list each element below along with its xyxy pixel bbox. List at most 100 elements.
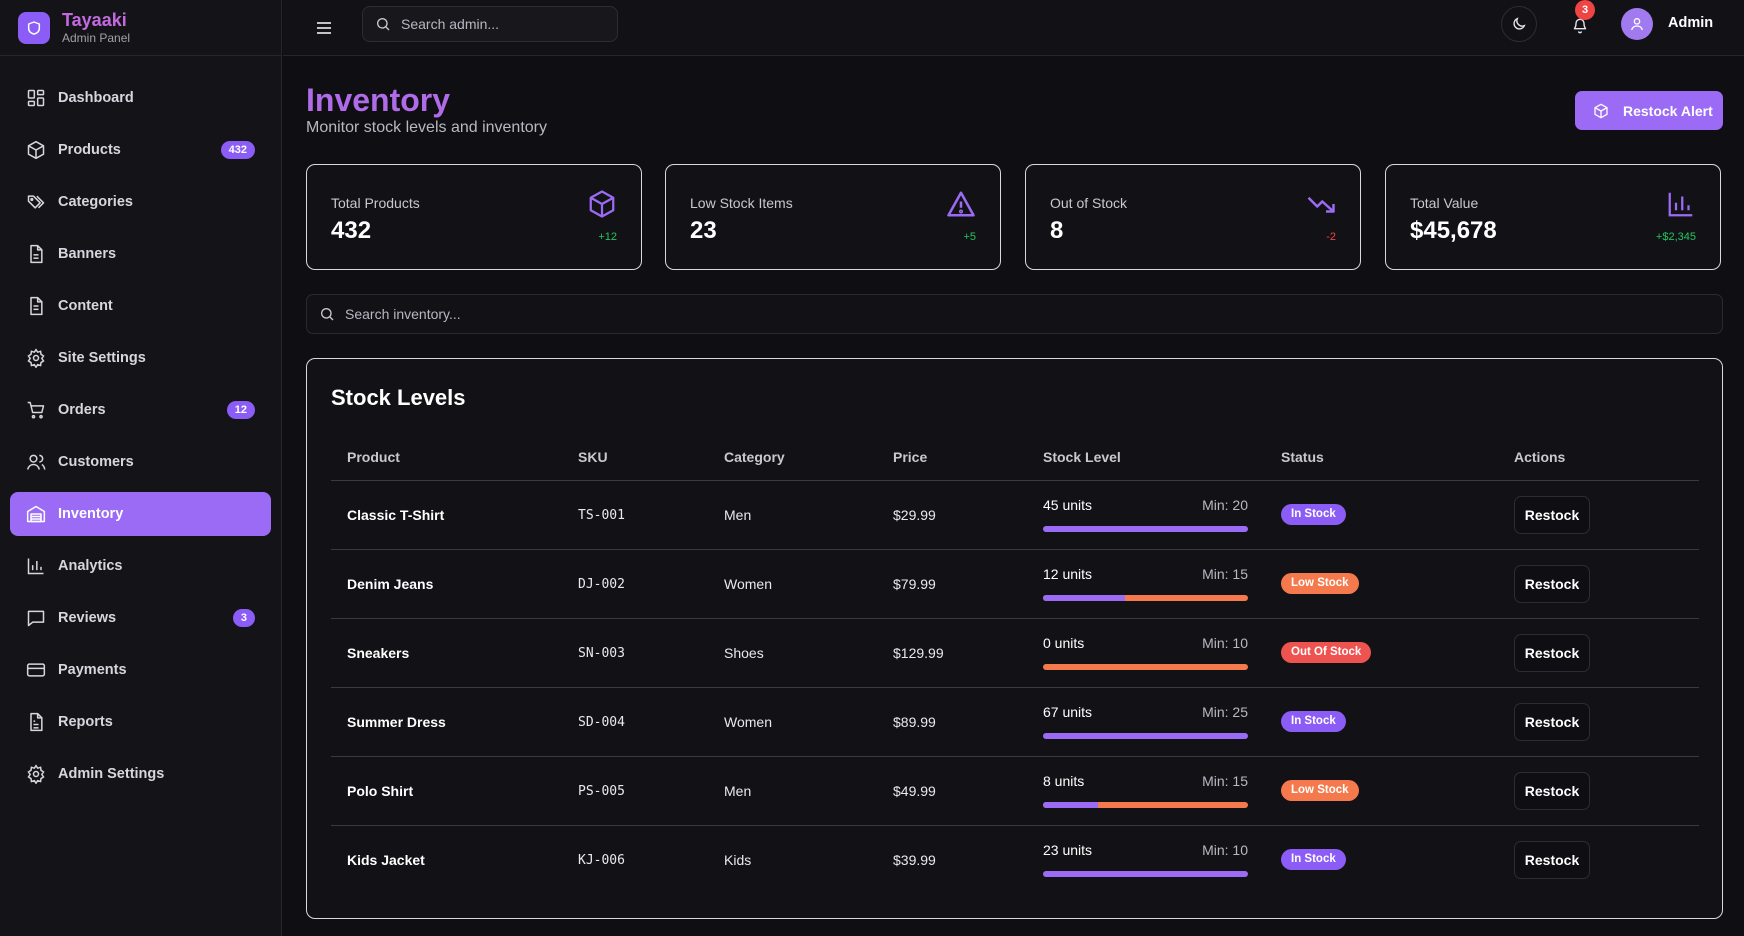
stock-units: 8 units bbox=[1043, 773, 1085, 789]
stock-level-fill bbox=[1043, 802, 1099, 808]
sidebar-item-admin-settings[interactable]: Admin Settings bbox=[10, 752, 271, 796]
stock-level-bar bbox=[1043, 526, 1248, 532]
bar-chart-icon bbox=[1666, 189, 1696, 219]
dashboard-icon bbox=[26, 88, 46, 108]
restock-button[interactable]: Restock bbox=[1514, 772, 1590, 810]
restock-button[interactable]: Restock bbox=[1514, 565, 1590, 603]
table-title: Stock Levels bbox=[331, 385, 466, 410]
sidebar: Tayaaki Admin Panel Dashboard Products 432… bbox=[0, 0, 282, 936]
credit-card-icon bbox=[26, 660, 46, 680]
sidebar-item-reports[interactable]: Reports bbox=[10, 700, 271, 744]
status-badge: Low Stock bbox=[1281, 573, 1359, 594]
stock-level-bar bbox=[1043, 871, 1248, 877]
price: $129.99 bbox=[893, 645, 944, 661]
sidebar-item-label: Reports bbox=[58, 714, 113, 730]
restock-alert-button[interactable]: Restock Alert bbox=[1575, 91, 1723, 130]
sidebar-item-banners[interactable]: Banners bbox=[10, 232, 271, 276]
column-header-stock-level: Stock Level bbox=[1043, 449, 1121, 465]
table-row: Classic T-Shirt TS-001 Men $29.99 45 units Mi… bbox=[331, 481, 1699, 550]
price: $29.99 bbox=[893, 507, 936, 523]
sidebar-item-dashboard[interactable]: Dashboard bbox=[10, 76, 271, 120]
sku: SD-004 bbox=[578, 715, 625, 730]
sidebar-item-payments[interactable]: Payments bbox=[10, 648, 271, 692]
sidebar-item-label: Categories bbox=[58, 194, 133, 210]
stock-min: Min: 10 bbox=[1202, 635, 1248, 651]
stock-min: Min: 15 bbox=[1202, 566, 1248, 582]
restock-alert-label: Restock Alert bbox=[1623, 102, 1713, 119]
menu-toggle-icon[interactable] bbox=[313, 17, 335, 39]
category: Men bbox=[724, 507, 752, 523]
product-name: Denim Jeans bbox=[347, 576, 434, 592]
sidebar-item-analytics[interactable]: Analytics bbox=[10, 544, 271, 588]
user-name[interactable]: Admin bbox=[1668, 15, 1714, 31]
sidebar-item-customers[interactable]: Customers bbox=[10, 440, 271, 484]
stock-level-bar bbox=[1043, 802, 1248, 808]
restock-button[interactable]: Restock bbox=[1514, 841, 1590, 879]
sidebar-item-inventory[interactable]: Inventory bbox=[10, 492, 271, 536]
stat-value: $45,678 bbox=[1410, 217, 1497, 244]
package-icon bbox=[26, 140, 46, 160]
status-badge: Out Of Stock bbox=[1281, 642, 1372, 663]
avatar[interactable] bbox=[1621, 8, 1653, 40]
inventory-search-input[interactable] bbox=[345, 306, 1722, 322]
stat-label: Total Value bbox=[1410, 195, 1479, 211]
sku: DJ-002 bbox=[578, 577, 625, 592]
sidebar-item-orders[interactable]: Orders 12 bbox=[10, 388, 271, 432]
stat-label: Out of Stock bbox=[1050, 195, 1128, 211]
stat-value: 23 bbox=[690, 217, 717, 244]
count-badge: 12 bbox=[226, 401, 255, 419]
status-badge: In Stock bbox=[1281, 504, 1346, 525]
column-header-category: Category bbox=[724, 449, 785, 465]
stock-level-fill bbox=[1043, 595, 1125, 601]
status-badge: In Stock bbox=[1281, 711, 1346, 732]
inventory-search[interactable] bbox=[306, 294, 1723, 334]
sidebar-nav: Dashboard Products 432 Categories Banners Con… bbox=[0, 56, 281, 796]
column-header-actions: Actions bbox=[1514, 449, 1566, 465]
table-row: Denim Jeans DJ-002 Women $79.99 12 units Min:… bbox=[331, 550, 1699, 619]
stat-delta: +5 bbox=[963, 231, 976, 243]
sidebar-item-site-settings[interactable]: Site Settings bbox=[10, 336, 271, 380]
package-icon bbox=[587, 189, 617, 219]
product-name: Polo Shirt bbox=[347, 783, 414, 799]
product-name: Sneakers bbox=[347, 645, 410, 661]
sku: SN-003 bbox=[578, 646, 625, 661]
category: Men bbox=[724, 783, 752, 799]
restock-button[interactable]: Restock bbox=[1514, 496, 1590, 534]
moon-icon[interactable] bbox=[1501, 6, 1537, 42]
restock-button[interactable]: Restock bbox=[1514, 634, 1590, 672]
search-icon bbox=[319, 306, 335, 322]
sidebar-item-label: Dashboard bbox=[58, 90, 134, 106]
admin-search[interactable] bbox=[362, 6, 618, 42]
page-subtitle: Monitor stock levels and inventory bbox=[306, 119, 547, 136]
file-text-icon bbox=[26, 296, 46, 316]
sidebar-item-categories[interactable]: Categories bbox=[10, 180, 271, 224]
stat-card-out-of-stock: Out of Stock 8 -2 bbox=[1025, 164, 1361, 270]
sku: KJ-006 bbox=[578, 853, 625, 868]
price: $49.99 bbox=[893, 783, 936, 799]
column-header-price: Price bbox=[893, 449, 928, 465]
stock-min: Min: 25 bbox=[1202, 704, 1248, 720]
stat-delta: +12 bbox=[598, 231, 617, 243]
sidebar-item-reviews[interactable]: Reviews 3 bbox=[10, 596, 271, 640]
count-badge: 3 bbox=[232, 609, 255, 627]
stat-label: Total Products bbox=[331, 195, 420, 211]
restock-button[interactable]: Restock bbox=[1514, 703, 1590, 741]
sku: TS-001 bbox=[578, 508, 625, 523]
bell-icon[interactable] bbox=[1564, 10, 1596, 42]
stock-level-bar bbox=[1043, 595, 1248, 601]
admin-search-input[interactable] bbox=[401, 16, 617, 32]
status-badge: In Stock bbox=[1281, 849, 1346, 870]
price: $89.99 bbox=[893, 714, 936, 730]
package-icon bbox=[1594, 103, 1608, 118]
shield-logo-icon bbox=[18, 11, 50, 44]
sidebar-item-label: Content bbox=[58, 298, 113, 314]
price: $79.99 bbox=[893, 576, 936, 592]
stat-label: Low Stock Items bbox=[690, 195, 793, 211]
gear-icon bbox=[26, 348, 46, 368]
sidebar-item-products[interactable]: Products 432 bbox=[10, 128, 271, 172]
stat-delta: +$2,345 bbox=[1655, 231, 1696, 243]
sku: PS-005 bbox=[578, 784, 625, 799]
category: Shoes bbox=[724, 645, 764, 661]
sidebar-item-content[interactable]: Content bbox=[10, 284, 271, 328]
brand[interactable]: Tayaaki Admin Panel bbox=[0, 0, 281, 56]
